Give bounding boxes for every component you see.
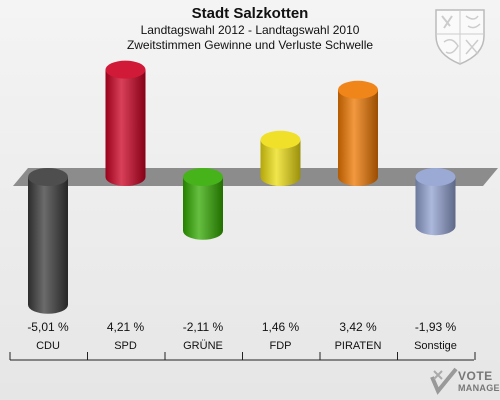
category-label: CDU: [36, 340, 60, 352]
category-label: Sonstige: [414, 340, 457, 352]
value-label: 1,46 %: [262, 320, 300, 334]
bar-cap-sonstige: [415, 168, 456, 186]
category-label: FDP: [270, 340, 292, 352]
bar-fdp: [260, 139, 301, 186]
bar-cdu: [28, 177, 68, 314]
value-label: -2,11 %: [183, 320, 224, 334]
chart-title: Stadt Salzkotten: [191, 5, 309, 22]
coat-of-arms-icon: [435, 9, 485, 65]
bar-cap-cdu: [28, 168, 68, 186]
brand-name: VOTE: [458, 369, 493, 383]
bar-cap-spd: [105, 60, 146, 79]
brand-tagline: MANAGER: [458, 383, 500, 393]
category-label: GRÜNE: [183, 340, 223, 352]
bar-spd: [105, 69, 146, 186]
bar-cap-piraten: [338, 80, 378, 99]
chart-subtitle-2: Zweitstimmen Gewinne und Verluste Schwel…: [126, 38, 374, 52]
value-label: 4,21 %: [107, 320, 145, 334]
bar-cap-fdp: [260, 130, 301, 149]
bar-sonstige: [415, 177, 456, 236]
chart-subtitle: Landtagswahl 2012 - Landtagswahl 2010: [140, 23, 360, 37]
bar-cap-grüne: [183, 168, 223, 186]
value-label: -5,01 %: [27, 320, 69, 334]
bar-piraten: [338, 89, 378, 186]
value-label: -1,93 %: [415, 320, 457, 334]
bar-grüne: [183, 177, 223, 240]
category-label: SPD: [114, 340, 137, 352]
value-label: 3,42 %: [339, 320, 377, 334]
votemanager-logo-icon: [430, 367, 458, 395]
category-label: PIRATEN: [335, 340, 382, 352]
